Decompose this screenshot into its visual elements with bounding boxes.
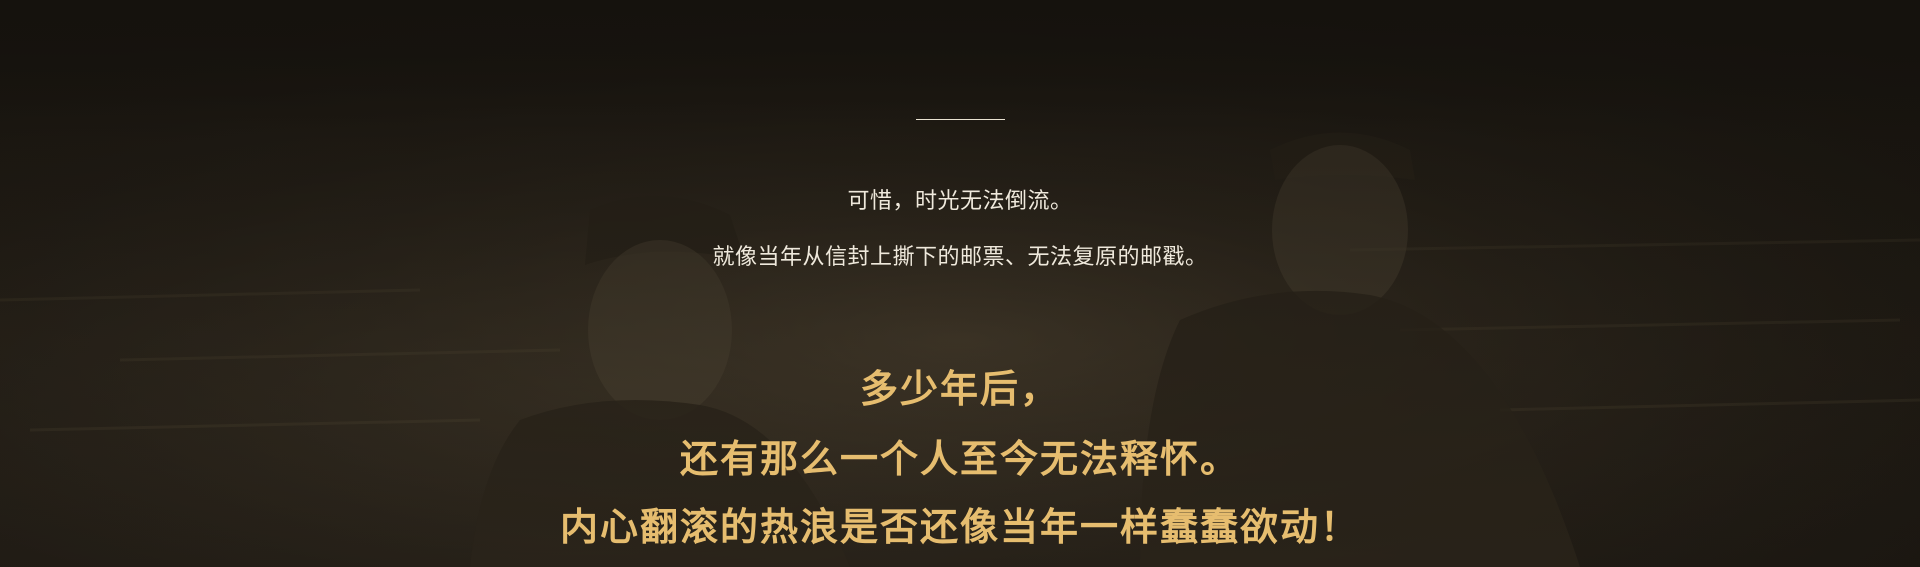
highlight-text-line-2: 还有那么一个人至今无法释怀。: [679, 436, 1240, 481]
highlight-text-line-3: 内心翻滚的热浪是否还像当年一样蠢蠢欲动！: [559, 504, 1360, 549]
intro-text-line-1: 可惜，时光无法倒流。: [847, 189, 1073, 214]
highlight-text-line-1: 多少年后，: [859, 366, 1060, 411]
decorative-divider: [916, 119, 1005, 120]
intro-text-line-2: 就像当年从信封上撕下的邮票、无法复原的邮戳。: [712, 245, 1208, 270]
